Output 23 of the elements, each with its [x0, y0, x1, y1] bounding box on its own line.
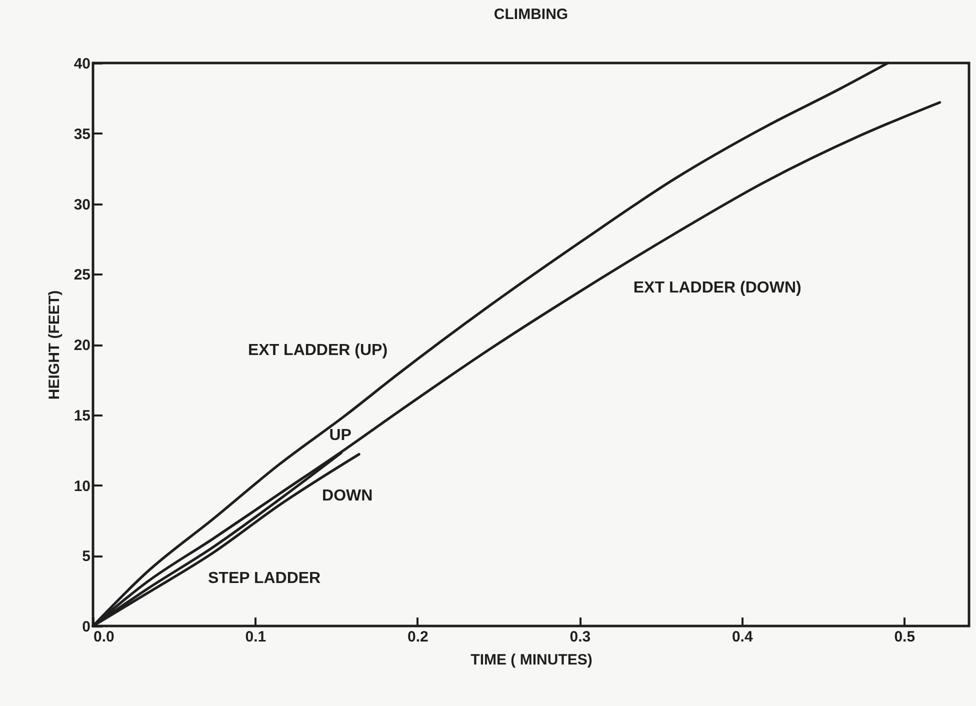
y-tick-label: 25 [74, 266, 90, 284]
chart-title: CLIMBING [494, 6, 568, 23]
series-label: DOWN [322, 487, 373, 504]
y-tick-label: 20 [74, 337, 90, 354]
y-axis-title: HEIGHT (FEET) [46, 290, 63, 400]
x-tick-label: 0.1 [245, 628, 266, 646]
y-tick-label: 0 [82, 618, 90, 636]
y-tick-label: 15 [74, 407, 90, 424]
x-tick-label: 0.5 [894, 628, 916, 646]
x-tick-label: 0.2 [408, 628, 428, 646]
series-label: EXT LADDER (UP) [248, 342, 388, 360]
x-tick-label: 0.0 [94, 628, 114, 646]
x-tick-label: 0.4 [732, 628, 754, 646]
y-tick-label: 10 [74, 478, 90, 495]
annotation: STEP LADDER [208, 570, 322, 587]
y-tick-label: 35 [74, 126, 90, 143]
y-tick-label: 30 [74, 196, 90, 214]
series-label: UP [329, 426, 352, 444]
x-axis-title: TIME ( MINUTES) [470, 652, 592, 668]
y-tick-label: 5 [82, 548, 90, 566]
y-tick-label: 40 [74, 56, 90, 72]
series-label: EXT LADDER (DOWN) [633, 279, 802, 296]
x-tick-label: 0.3 [570, 628, 591, 646]
